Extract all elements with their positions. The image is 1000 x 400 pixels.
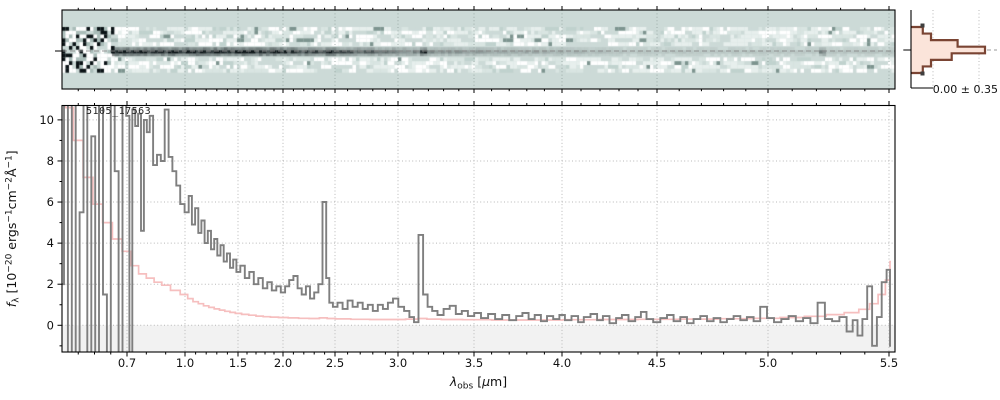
2d-panel-ticks <box>55 6 890 93</box>
flux-series <box>62 105 891 352</box>
y-axis-label: fλ [10−20 ergs−1cm−2Å−1] <box>4 150 22 307</box>
y-tick-label: 6 <box>47 195 54 209</box>
hist-outline <box>911 25 987 75</box>
x-tick-label: 1.5 <box>229 356 247 370</box>
x-tick-label: 2.0 <box>274 356 292 370</box>
x-tick-label: 1.0 <box>176 356 194 370</box>
main-plot-spines <box>61 104 896 353</box>
x-tick-label: 3.5 <box>465 356 483 370</box>
2d-panel-spines <box>61 9 896 90</box>
y-tick-label: 0 <box>47 318 54 332</box>
axis-tick-labels: 0.7 1.0 1.5 2.0 2.5 3.0 3.5 4.0 4.5 5.0 5.5 0 2 4 6 8 10 <box>39 113 898 370</box>
2d-panel <box>55 6 896 93</box>
spectrum-series <box>62 105 891 352</box>
hist-cap-top <box>920 23 925 28</box>
x-tick-label: 4.5 <box>648 356 666 370</box>
main-axis-ticks <box>57 101 890 357</box>
hist-cap-bottom <box>920 71 925 76</box>
x-tick-label: 2.5 <box>326 356 344 370</box>
2d-spectrum-image <box>62 10 895 89</box>
x-tick-label: 5.5 <box>880 356 898 370</box>
gridlines <box>62 105 895 352</box>
y-tick-label: 4 <box>47 236 54 250</box>
x-axis-label: λobs [μm] <box>449 374 507 392</box>
y-tick-label: 10 <box>39 113 54 127</box>
source-id-label: 5105_17563 <box>86 106 152 117</box>
y-tick-label: 2 <box>47 277 54 291</box>
x-tick-label: 3.0 <box>389 356 407 370</box>
hist-fill <box>911 27 985 73</box>
x-tick-label: 0.7 <box>118 356 136 370</box>
error-series <box>64 105 891 321</box>
x-tick-label: 5.0 <box>759 356 777 370</box>
main-plot: 0.7 1.0 1.5 2.0 2.5 3.0 3.5 4.0 4.5 5.0 5.5 0 2 4 6 8 10… <box>4 101 898 392</box>
y-tick-label: 8 <box>47 154 54 168</box>
hist-stat-label: 0.00 ± 0.35 <box>932 83 998 96</box>
histogram-panel <box>903 10 997 89</box>
x-tick-label: 4.0 <box>553 356 571 370</box>
